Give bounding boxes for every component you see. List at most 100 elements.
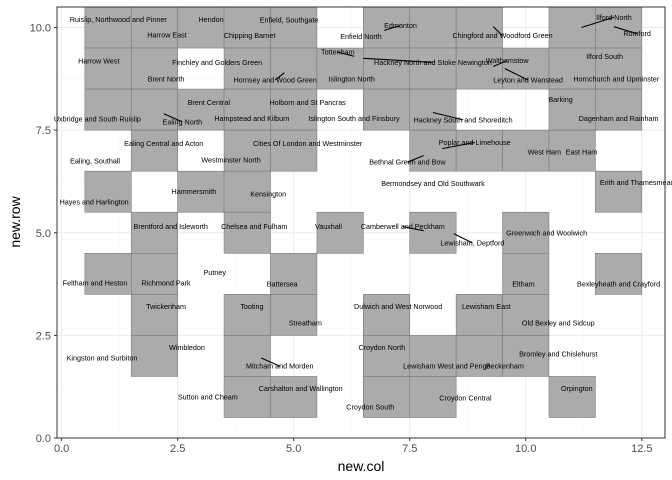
tile-label: Richmond Park — [141, 278, 191, 287]
tile-label: Uxbridge and South Ruislip — [54, 115, 141, 124]
tile — [130, 6, 178, 49]
tile — [177, 170, 225, 213]
tile-label: Islington South and Finsbury — [308, 114, 400, 123]
label-leader-line — [453, 233, 473, 244]
tile — [363, 294, 411, 336]
tile — [409, 129, 457, 172]
tile — [130, 252, 178, 295]
tile — [223, 6, 271, 49]
tile-label: Bromley and Chislehurst — [519, 349, 597, 358]
label-leader-line — [260, 357, 281, 367]
tile-label: Cities Of London and Westminster — [253, 139, 363, 148]
tile — [595, 88, 643, 131]
label-leader-line — [363, 57, 433, 63]
tile-label: East Ham — [566, 147, 598, 156]
y-tick-label: 7.5 — [36, 125, 51, 137]
label-leader-line — [432, 111, 464, 121]
tile-label: Bermondsey and Old Southwark — [381, 179, 485, 188]
tile — [177, 6, 225, 49]
label-leader-line — [492, 26, 503, 37]
tile-label: Enfield North — [340, 32, 382, 41]
tile-label: Barking — [548, 95, 572, 104]
y-axis-title: new.row — [7, 195, 23, 247]
tile-label: Greenwich and Woolwich — [506, 228, 587, 237]
tile — [455, 294, 503, 336]
tile — [177, 88, 225, 131]
y-tick-label: 10.0 — [30, 23, 51, 35]
label-leader-line — [504, 68, 529, 81]
tiles-layer — [84, 6, 643, 418]
tile-label: Sutton and Cheam — [178, 392, 238, 401]
tile-label: Walthamstow — [486, 56, 530, 65]
tile — [409, 47, 457, 90]
tile — [270, 6, 318, 49]
tile-label: Ilford North — [596, 13, 632, 22]
tile — [455, 47, 503, 90]
label-leader-line — [163, 113, 183, 123]
x-tick-label: 10.0 — [515, 443, 536, 455]
tile — [84, 47, 132, 90]
tile-label: Hornsey and Wood Green — [233, 76, 316, 85]
tile-label: Romford — [623, 29, 651, 38]
tile — [130, 335, 178, 377]
x-axis: 0.0 2.5 5.0 7.5 10.0 12.5 — [54, 438, 653, 455]
tile-label: Vauxhall — [315, 222, 342, 231]
tile-label: Ealing Central and Acton — [124, 139, 203, 148]
tile — [548, 6, 596, 49]
tile-label: Eltham — [512, 280, 534, 289]
tile — [548, 376, 596, 418]
tile — [223, 47, 271, 90]
tile — [409, 6, 457, 49]
tile-label: Kingston and Surbiton — [67, 353, 138, 362]
tile-label: Lewisham West and Penge — [403, 362, 490, 371]
x-tick-label: 5.0 — [286, 443, 301, 455]
tile — [502, 252, 550, 295]
tile-label: Hendon — [198, 15, 223, 24]
tile — [502, 335, 550, 377]
tile-label: Ealing North — [163, 117, 203, 126]
tile-label: Brentford and Isleworth — [134, 222, 208, 231]
tile-label: Bethnal Green and Bow — [369, 158, 446, 167]
tile-label: Chelsea and Fulham — [221, 222, 287, 231]
tile — [409, 88, 457, 131]
tile — [595, 252, 643, 295]
tile-label: Harrow East — [147, 30, 187, 39]
tile-label: Finchley and Golders Green — [172, 58, 262, 67]
tile-label: Edmonton — [384, 21, 417, 30]
tile — [502, 211, 550, 254]
tile — [316, 211, 364, 254]
tile-label: Feltham and Heston — [63, 278, 128, 287]
x-tick-label: 2.5 — [170, 443, 185, 455]
tile-label: Ruislip, Northwood and Pinner — [70, 15, 168, 24]
x-tick-label: 0.0 — [54, 443, 69, 455]
panel-border — [56, 6, 666, 439]
tile — [595, 47, 643, 90]
y-tick-label: 0.0 — [36, 433, 51, 445]
tile — [223, 294, 271, 336]
tile — [502, 294, 550, 336]
y-tick-label: 5.0 — [36, 228, 51, 240]
tile-label: Croydon North — [359, 343, 406, 352]
tile-label: Hackney South and Shoreditch — [414, 115, 513, 124]
tile — [363, 6, 411, 49]
tile — [223, 335, 271, 377]
tile — [270, 252, 318, 295]
tile-label: Hammersmith — [172, 187, 217, 196]
tile — [223, 129, 271, 172]
tile-label: Westminster North — [201, 156, 260, 165]
tile — [595, 170, 643, 213]
tile — [409, 335, 457, 377]
tile — [455, 129, 503, 172]
tile-label: Islington North — [329, 74, 375, 83]
label-leader-line — [402, 226, 424, 232]
tile-label: Old Bexley and Sidcup — [522, 319, 595, 328]
tile-label: Wimbledon — [169, 343, 205, 352]
tile — [548, 129, 596, 172]
tile-label: Enfield, Southgate — [260, 16, 319, 25]
tile-label: Hornchurch and Upminster — [573, 74, 659, 83]
tile-label: Dagenham and Rainham — [579, 114, 659, 123]
tile-label: Putney — [204, 268, 227, 277]
tile-label: Lewisham, Deptford — [440, 239, 504, 248]
tile — [130, 47, 178, 90]
